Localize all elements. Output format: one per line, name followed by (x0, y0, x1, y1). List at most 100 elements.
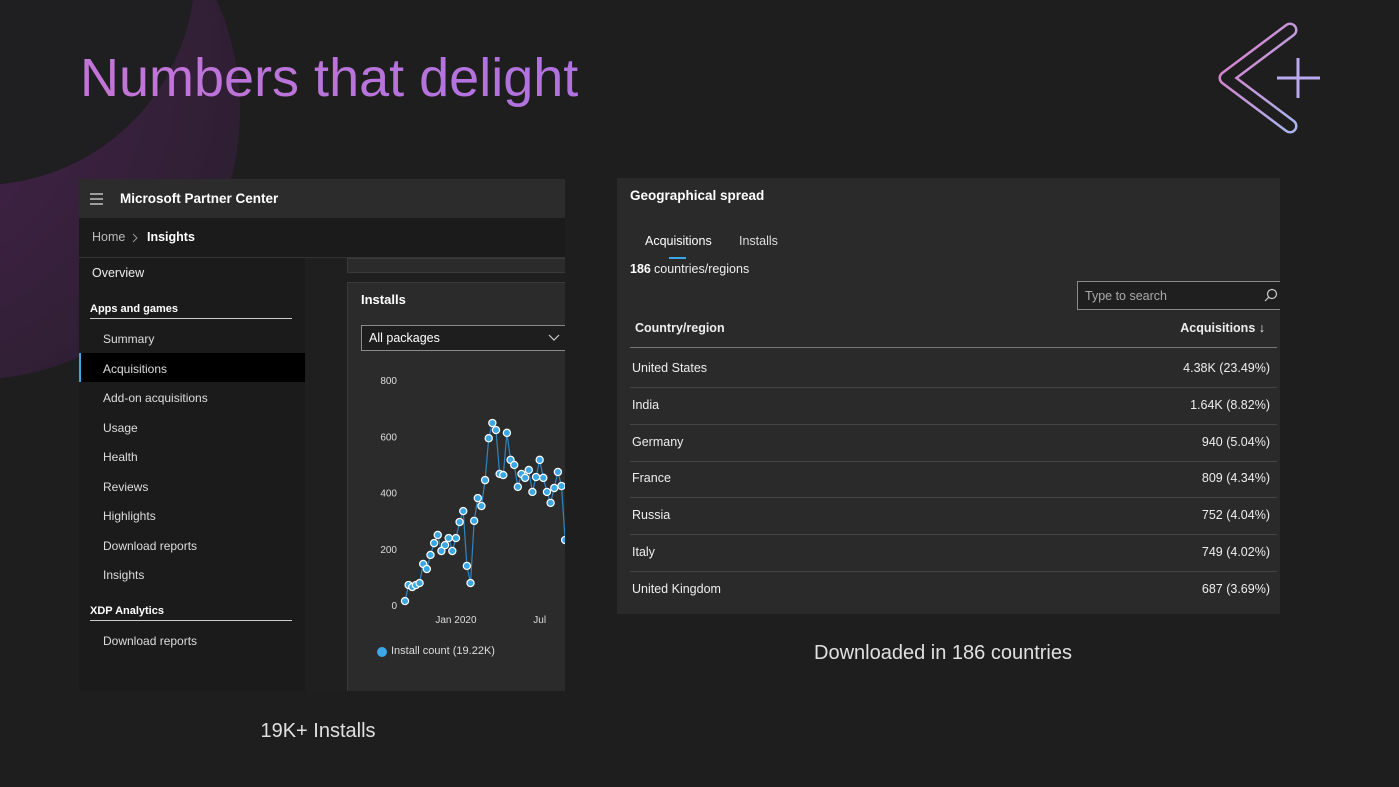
panel-title: Geographical spread (630, 188, 765, 203)
x-tick-label: Jan 2020 (435, 615, 477, 626)
row-divider (630, 387, 1277, 388)
nav-item[interactable]: Insights (103, 568, 145, 582)
nav-item[interactable]: Acquisitions (103, 361, 168, 376)
cell: 809 (4.34%) (1201, 471, 1270, 486)
data-point (553, 467, 563, 477)
cell: 749 (4.02%) (1201, 545, 1270, 559)
y-tick-label: 0 (391, 601, 397, 612)
data-point (528, 487, 537, 497)
cell: 1.64K (8.82%) (1190, 397, 1270, 412)
card-partial (347, 258, 565, 273)
tab[interactable]: Installs (739, 234, 778, 248)
data-point (448, 546, 457, 556)
card-title: Installs (361, 292, 406, 307)
column-header[interactable]: Acquisitions ↓ (1180, 321, 1265, 335)
nav-divider (90, 620, 292, 621)
cell: United Kingdom (632, 581, 721, 596)
count: 186 (630, 262, 651, 276)
legend-swatch (377, 647, 387, 657)
data-point (459, 506, 468, 516)
column-header[interactable]: Country/region (635, 321, 725, 335)
logo (1218, 22, 1320, 134)
cell: France (632, 471, 671, 486)
nav-divider (90, 318, 292, 319)
cell: United States (632, 361, 708, 375)
data-point (546, 498, 555, 508)
side-nav: Overview Apps and games Summary Acquisition… (79, 258, 305, 691)
search-box[interactable]: Type to search (1077, 281, 1280, 310)
nav-item[interactable]: Summary (103, 332, 155, 346)
data-point (550, 483, 559, 493)
data-point (437, 546, 446, 556)
data-point (466, 578, 475, 588)
dropdown[interactable]: All packages (361, 325, 565, 351)
data-point (531, 472, 541, 482)
data-point (415, 578, 424, 588)
header-divider (630, 347, 1277, 348)
geo-screenshot: Geographical spread Acquisitions Install… (617, 178, 1280, 614)
cell: 687 (3.69%) (1201, 581, 1270, 596)
cell: Germany (632, 434, 684, 449)
count-label: countries/regions (654, 262, 750, 276)
nav-item[interactable]: Health (103, 450, 138, 464)
nav-item[interactable]: Download reports (103, 538, 198, 553)
nav-item[interactable]: Overview (92, 266, 145, 280)
cell: 4.38K (23.49%) (1183, 361, 1270, 375)
data-point (488, 418, 497, 428)
cell: Russia (632, 508, 671, 523)
data-point (440, 540, 450, 550)
data-point (484, 434, 493, 443)
dropdown-chevron (548, 334, 560, 341)
tab[interactable]: Acquisitions (645, 234, 712, 248)
bg-circle-inner (0, 0, 193, 185)
cell: India (632, 397, 660, 412)
data-point (455, 517, 464, 527)
slide-title: Numbers that delight (80, 48, 579, 108)
nav-selected (79, 352, 305, 382)
nav-item[interactable]: Highlights (103, 509, 156, 523)
data-point (557, 481, 565, 491)
data-point (524, 465, 533, 475)
search-placeholder: Type to search (1085, 289, 1167, 303)
caption: Downloaded in 186 countries (814, 642, 1072, 664)
data-point (426, 550, 435, 560)
app-title: Microsoft Partner Center (120, 191, 279, 206)
data-point (480, 475, 490, 485)
y-tick-label: 600 (380, 432, 397, 443)
caption: 19K+ Installs (260, 720, 376, 742)
dropdown-value: All packages (369, 331, 440, 345)
data-point (477, 501, 486, 511)
search-icon (1264, 288, 1278, 302)
nav-selected-bar (79, 352, 81, 382)
breadcrumb-item[interactable]: Home (92, 230, 126, 244)
nav-item[interactable]: Add-on acquisitions (103, 391, 208, 405)
cell: 940 (5.04%) (1201, 434, 1270, 449)
app-header: Microsoft Partner Center (79, 179, 565, 218)
data-point (502, 428, 512, 438)
breadcrumb-item: Insights (147, 230, 195, 244)
nav-item[interactable]: Reviews (103, 479, 149, 494)
y-tick-label: 800 (380, 376, 397, 387)
row-divider (630, 534, 1277, 536)
data-point (520, 473, 530, 483)
data-point (433, 530, 442, 540)
data-point (513, 482, 523, 492)
installs-chart: 0 200 400 600 800 Jan 2020 Jul (380, 376, 565, 626)
nav-heading: Apps and games (90, 303, 179, 315)
nav-item[interactable]: Download reports (103, 634, 198, 648)
x-tick-label: Jul (533, 615, 546, 626)
nav-item[interactable]: Usage (103, 420, 138, 435)
row-divider (630, 571, 1277, 572)
data-point (451, 533, 461, 543)
row-divider (630, 497, 1277, 499)
chevron-icon (132, 233, 138, 243)
data-point (429, 538, 439, 548)
data-point (444, 533, 453, 543)
data-point (462, 561, 472, 571)
data-point (473, 493, 483, 503)
data-point (539, 473, 548, 483)
data-point (491, 425, 501, 435)
data-point (542, 487, 552, 497)
tab-underline (669, 257, 686, 259)
